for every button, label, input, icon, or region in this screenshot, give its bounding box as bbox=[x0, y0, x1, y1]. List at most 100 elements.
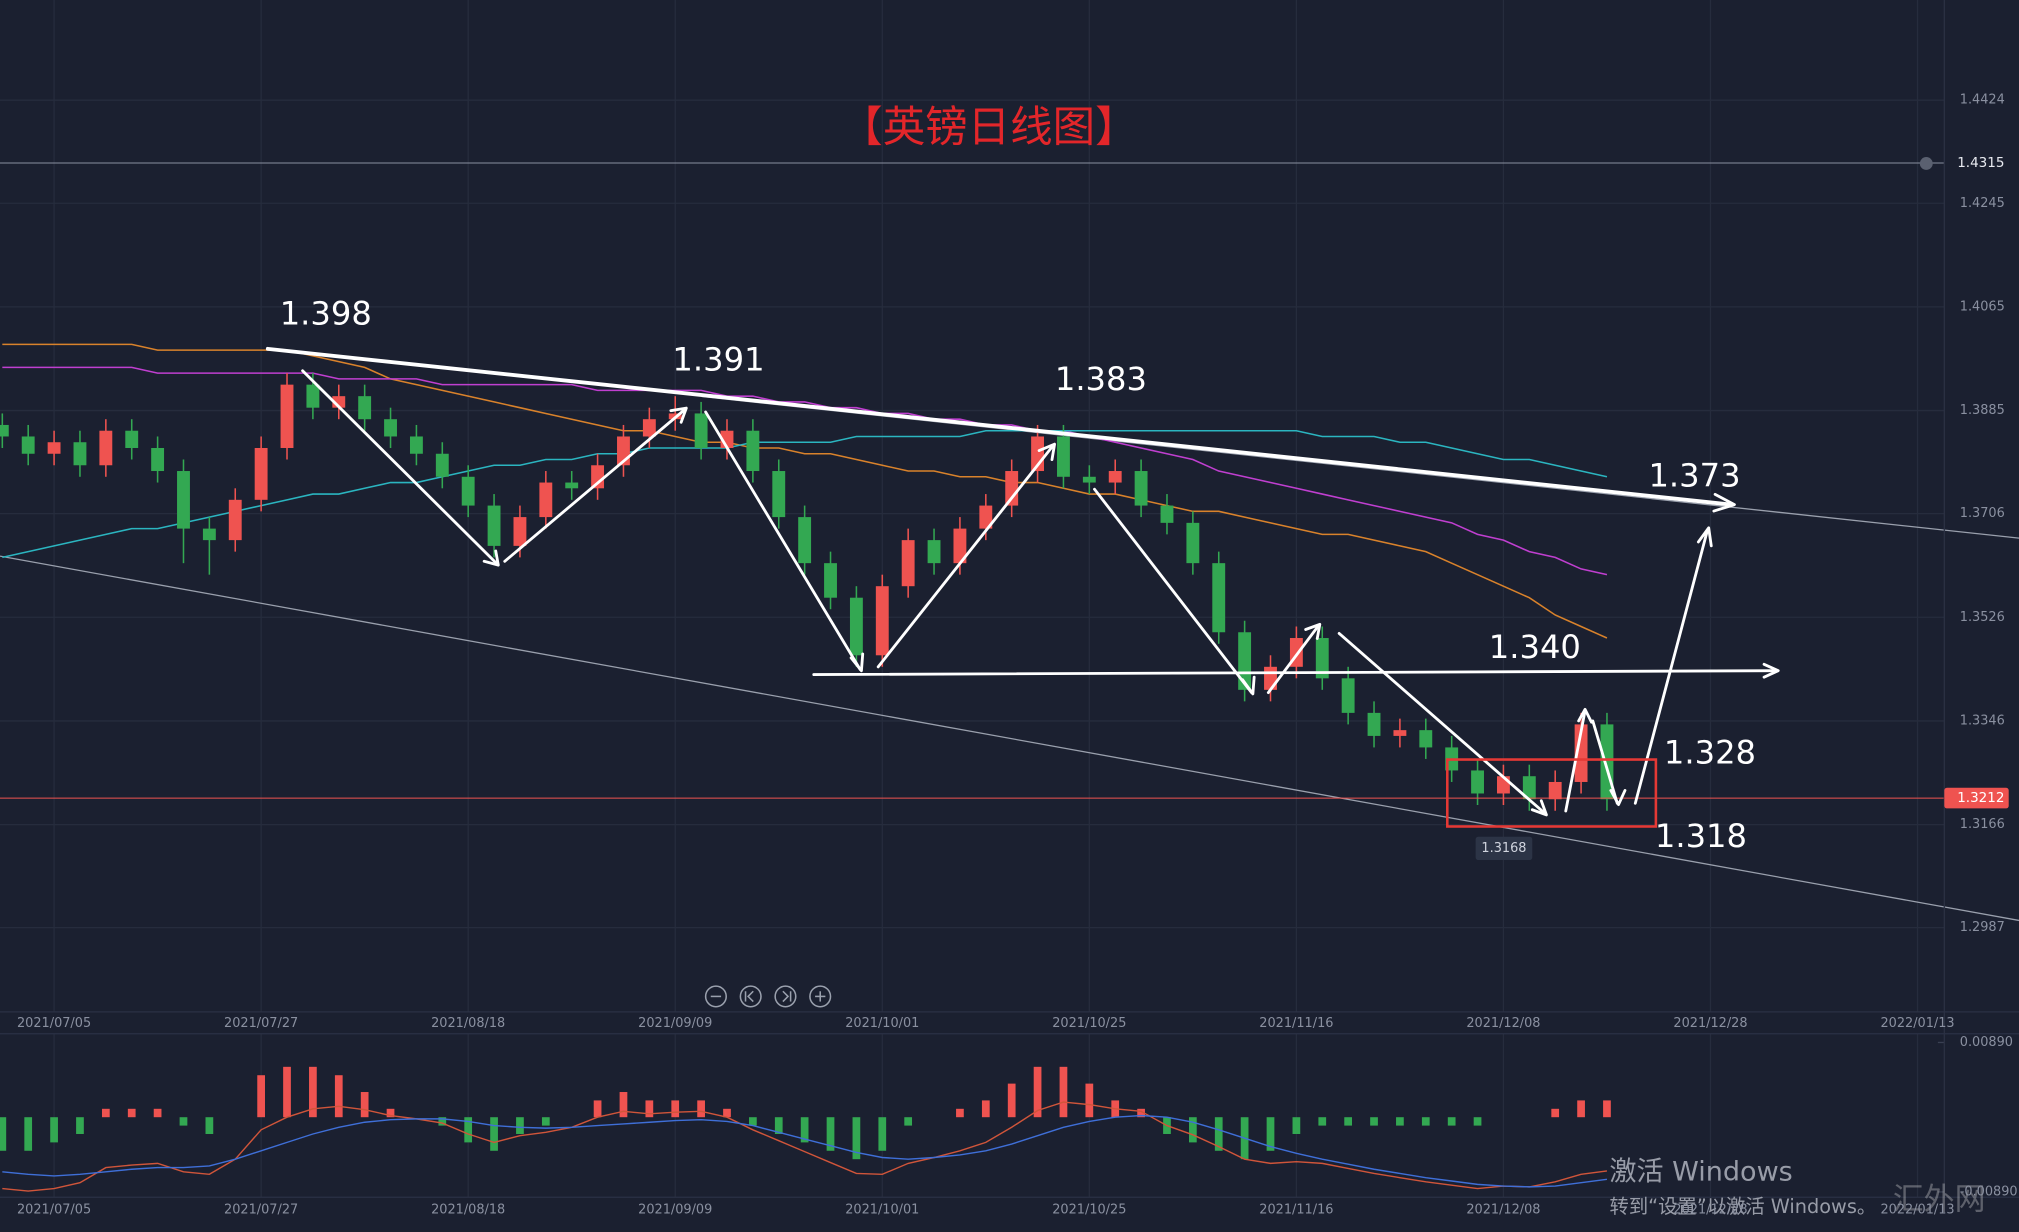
candle-body bbox=[1212, 563, 1226, 633]
macd-bar bbox=[1551, 1108, 1560, 1118]
low-marker-label: 1.3168 bbox=[1481, 841, 1526, 856]
macd-bar bbox=[360, 1092, 369, 1118]
candle-body bbox=[1341, 678, 1355, 713]
y-tick-label: 1.3526 bbox=[1960, 610, 2005, 625]
annotation: 1.398 bbox=[280, 294, 372, 332]
x-tick-label: 2021/11/16 bbox=[1259, 1016, 1333, 1031]
alert-icon[interactable] bbox=[1919, 157, 1933, 170]
candle-body bbox=[435, 453, 449, 477]
macd-bar bbox=[1033, 1066, 1042, 1118]
x-tick-label: 2021/07/27 bbox=[224, 1016, 298, 1031]
candle-body bbox=[332, 396, 346, 408]
macd-bar bbox=[153, 1108, 162, 1118]
arrow-head bbox=[1712, 492, 1736, 513]
price-tag bbox=[1944, 787, 2009, 809]
macd-bar bbox=[619, 1092, 628, 1118]
macd-bar bbox=[723, 1108, 731, 1118]
macd-bar bbox=[671, 1100, 680, 1118]
arrow-head bbox=[482, 549, 500, 567]
candle-body bbox=[824, 563, 837, 598]
zoom-in-button[interactable] bbox=[809, 985, 832, 1008]
macd-bar bbox=[1085, 1083, 1094, 1118]
arrow-head bbox=[1762, 662, 1780, 679]
scroll-start-button[interactable] bbox=[739, 985, 762, 1008]
annotation: 1.373 bbox=[1648, 457, 1740, 495]
candle-body bbox=[642, 419, 656, 437]
macd-bar bbox=[1318, 1117, 1327, 1126]
macd-bar bbox=[852, 1117, 861, 1160]
candle-body bbox=[1186, 522, 1200, 564]
x-tick-label: 2021/08/18 bbox=[431, 1016, 505, 1031]
candle-body bbox=[1057, 436, 1070, 477]
y-tick-label: 1.4065 bbox=[1960, 299, 2005, 314]
macd-bar bbox=[1473, 1117, 1482, 1126]
candle-body bbox=[228, 499, 242, 541]
annotation: 1.318 bbox=[1655, 817, 1747, 855]
x-tick-label: 2021/12/28 bbox=[1673, 1203, 1747, 1218]
candle-body bbox=[0, 424, 9, 437]
candle-body bbox=[21, 436, 35, 454]
candle-body bbox=[772, 471, 786, 518]
candle-body bbox=[384, 419, 397, 437]
x-tick-label: 2021/08/18 bbox=[431, 1203, 505, 1218]
candle-body bbox=[73, 442, 87, 466]
macd-bar bbox=[1214, 1117, 1223, 1151]
candle-body bbox=[1315, 638, 1329, 679]
candle-body bbox=[1522, 776, 1536, 800]
macd-bar bbox=[490, 1117, 498, 1151]
wave bbox=[503, 407, 687, 563]
wave bbox=[301, 369, 499, 566]
arrow-head bbox=[1530, 799, 1548, 817]
candle-body bbox=[1393, 730, 1407, 736]
macd-bar bbox=[1447, 1117, 1456, 1126]
candle-body bbox=[979, 505, 993, 529]
x-tick-label: 2022/01/13 bbox=[1880, 1203, 1954, 1218]
macd-bar bbox=[1266, 1117, 1275, 1151]
y-tick-label: 1.3885 bbox=[1960, 403, 2005, 418]
x-tick-label: 2021/07/27 bbox=[224, 1203, 298, 1218]
annotation: 1.328 bbox=[1664, 733, 1756, 771]
arrow-head bbox=[849, 652, 865, 673]
candle-body bbox=[306, 384, 320, 408]
candle-body bbox=[539, 482, 553, 518]
macd-bar bbox=[878, 1117, 887, 1151]
candle-body bbox=[1082, 476, 1096, 483]
moving-average bbox=[2, 429, 1608, 559]
macd-bar bbox=[749, 1117, 757, 1126]
scroll-end-button[interactable] bbox=[774, 985, 797, 1008]
price-label: 1.4315 bbox=[1957, 155, 2004, 171]
candle-body bbox=[125, 430, 139, 448]
annotation: 1.383 bbox=[1055, 360, 1147, 398]
x-tick-label: 2021/12/08 bbox=[1466, 1016, 1540, 1031]
x-tick-label: 2021/09/09 bbox=[638, 1203, 712, 1218]
candle-body bbox=[280, 384, 294, 448]
arrow-head bbox=[1577, 707, 1593, 724]
macd-bar bbox=[1188, 1117, 1197, 1143]
arrow-head bbox=[669, 406, 688, 424]
candle-body bbox=[953, 528, 967, 564]
y-tick-label: 1.3166 bbox=[1960, 817, 2005, 832]
arrow-head bbox=[1696, 526, 1713, 548]
candle-body bbox=[1419, 730, 1433, 748]
candle-body bbox=[694, 413, 708, 448]
wave bbox=[1591, 719, 1619, 805]
macd-bar bbox=[179, 1117, 188, 1126]
x-tick-label: 2021/12/28 bbox=[1673, 1016, 1747, 1031]
low-marker-tag bbox=[1475, 836, 1533, 860]
nav-buttons bbox=[704, 985, 832, 1008]
x-tick-label: 2021/10/01 bbox=[845, 1203, 919, 1218]
arrow-head bbox=[1609, 789, 1627, 807]
macd-bar bbox=[1370, 1117, 1378, 1126]
x-tick-label: 2021/10/25 bbox=[1052, 1016, 1126, 1031]
candle-body bbox=[461, 476, 475, 506]
icon bbox=[747, 990, 754, 1003]
wave bbox=[1093, 487, 1253, 695]
macd-bar bbox=[1137, 1108, 1145, 1118]
candle-body bbox=[849, 597, 863, 656]
x-tick-label: 2022/01/13 bbox=[1880, 1016, 1954, 1031]
zoom-out-button[interactable] bbox=[704, 985, 727, 1008]
macd-bar bbox=[904, 1117, 913, 1126]
wave bbox=[876, 444, 1055, 669]
candle-body bbox=[1471, 770, 1484, 794]
grid bbox=[0, 0, 1945, 1198]
